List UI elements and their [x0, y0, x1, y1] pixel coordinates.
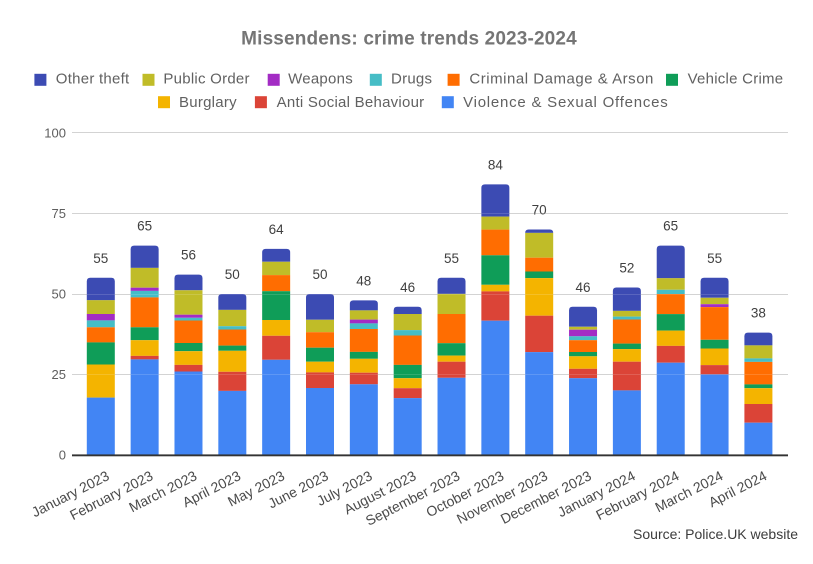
- svg-text:46: 46: [575, 280, 590, 295]
- svg-text:100: 100: [44, 125, 66, 140]
- svg-text:55: 55: [444, 251, 459, 266]
- svg-text:Criminal Damage & Arson: Criminal Damage & Arson: [469, 71, 654, 88]
- svg-text:25: 25: [52, 367, 66, 382]
- svg-text:Vehicle Crime: Vehicle Crime: [688, 71, 784, 88]
- svg-text:52: 52: [619, 261, 634, 276]
- svg-text:Public Order: Public Order: [163, 71, 249, 88]
- svg-text:Burglary: Burglary: [179, 94, 237, 111]
- svg-text:Anti Social Behaviour: Anti Social Behaviour: [277, 94, 425, 111]
- svg-text:56: 56: [181, 248, 196, 263]
- svg-text:48: 48: [356, 273, 371, 288]
- svg-text:38: 38: [751, 306, 766, 321]
- svg-text:46: 46: [400, 280, 415, 295]
- svg-text:Weapons: Weapons: [288, 71, 353, 88]
- svg-text:Drugs: Drugs: [391, 71, 432, 88]
- svg-text:Missendens: crime trends 2023-: Missendens: crime trends 2023-2024: [241, 29, 577, 50]
- svg-text:84: 84: [488, 157, 504, 172]
- svg-text:50: 50: [312, 267, 327, 282]
- svg-text:Source: Police.UK website: Source: Police.UK website: [633, 526, 798, 542]
- svg-text:75: 75: [52, 206, 66, 221]
- svg-text:70: 70: [532, 203, 547, 218]
- svg-text:Other theft: Other theft: [56, 71, 130, 88]
- svg-text:65: 65: [137, 219, 152, 234]
- svg-text:50: 50: [225, 267, 240, 282]
- svg-text:50: 50: [52, 286, 66, 301]
- svg-text:55: 55: [707, 251, 722, 266]
- svg-text:64: 64: [269, 222, 285, 237]
- svg-text:65: 65: [663, 219, 678, 234]
- svg-text:0: 0: [59, 448, 66, 463]
- svg-text:Violence & Sexual Offences: Violence & Sexual Offences: [463, 94, 668, 111]
- svg-text:55: 55: [93, 251, 108, 266]
